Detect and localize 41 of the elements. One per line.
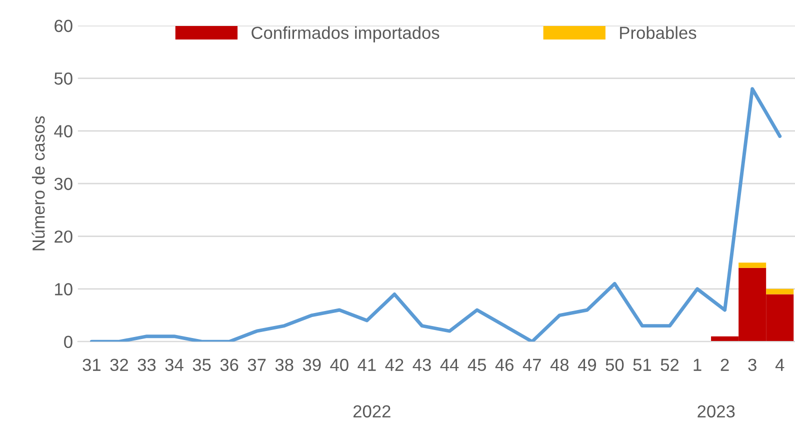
x-tick-label: 43 xyxy=(412,358,431,372)
x-tick-label: 35 xyxy=(192,358,211,372)
y-tick-label: 0 xyxy=(64,336,72,348)
x-tick-label: 39 xyxy=(302,358,321,372)
x-tick-label: 41 xyxy=(358,358,376,371)
y-tick-label: 30 xyxy=(54,178,72,190)
x-tick-label: 45 xyxy=(468,358,486,372)
text: 2023 xyxy=(698,405,735,418)
x-tick-label: 32 xyxy=(110,358,128,372)
x-tick-label: 46 xyxy=(495,358,514,372)
x-tick-label: 1 xyxy=(694,358,702,371)
y-tick-label: 50 xyxy=(54,72,72,85)
x-tick-label: 3 xyxy=(748,358,756,372)
x-tick-label: 4 xyxy=(775,358,784,371)
legend-label: Confirmados importados xyxy=(252,26,440,42)
x-tick-label: 38 xyxy=(275,358,294,372)
line-series xyxy=(90,87,782,342)
y-axis-title: Número de casos xyxy=(32,116,45,250)
legend-label: Probables xyxy=(620,26,696,39)
x-tick-label: 44 xyxy=(440,358,459,371)
x-tick-label: 52 xyxy=(660,358,679,372)
y-tick-label: 40 xyxy=(54,125,72,138)
x-tick-label: 36 xyxy=(220,358,238,372)
text: 2022 xyxy=(353,405,390,418)
x-tick-label: 33 xyxy=(138,358,156,372)
y-tick-label: 60 xyxy=(54,20,72,32)
x-tick-label: 34 xyxy=(165,358,184,372)
x-tick-label: 47 xyxy=(522,358,541,371)
x-tick-label: 2 xyxy=(720,358,729,371)
x-tick-label: 48 xyxy=(550,358,569,372)
x-tick-label: 31 xyxy=(82,358,100,372)
bar xyxy=(766,288,794,294)
x-tick-label: 49 xyxy=(578,358,596,372)
x-tick-label: 40 xyxy=(330,358,348,372)
x-tick-label: 51 xyxy=(633,358,652,372)
y-tick-label: 20 xyxy=(54,230,72,243)
x-tick-label: 50 xyxy=(606,358,624,372)
bar xyxy=(738,262,766,268)
y-tick-label: 10 xyxy=(55,283,72,296)
x-tick-label: 37 xyxy=(248,358,266,372)
x-tick-label: 42 xyxy=(385,358,404,371)
